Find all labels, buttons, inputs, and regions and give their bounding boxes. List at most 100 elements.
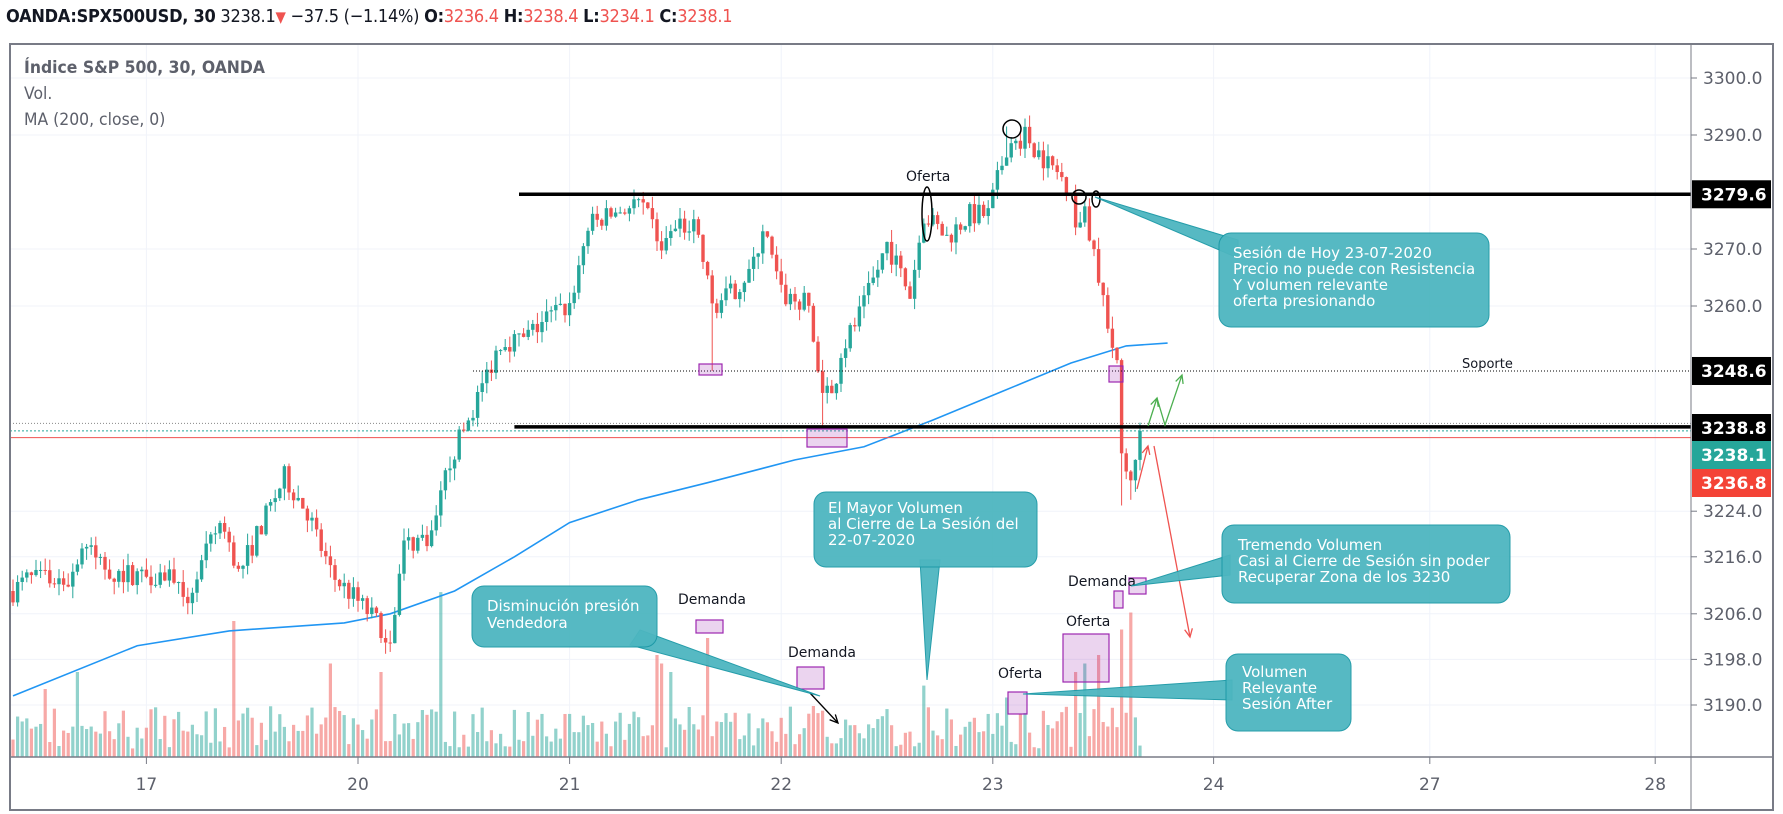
volume-bar [637, 717, 641, 757]
candle [531, 319, 535, 336]
volume-bar [572, 732, 576, 757]
candle-body [788, 293, 793, 305]
candle [333, 559, 337, 592]
candle-body [209, 534, 213, 544]
volume-bar [453, 711, 457, 757]
volume-bar [425, 714, 429, 757]
price-tick-label: 3216.0 [1703, 548, 1762, 568]
candle-body [830, 385, 834, 394]
volume-bar [379, 672, 383, 757]
volume-bar [862, 738, 866, 757]
candle [770, 235, 774, 259]
candle-body [503, 347, 507, 351]
zone-box [796, 666, 825, 690]
candle [839, 353, 843, 392]
candle-body [1046, 156, 1050, 169]
volume-bar [227, 747, 231, 757]
candle [917, 235, 921, 278]
candle [1129, 470, 1133, 500]
candle-body [820, 371, 825, 393]
label-oferta: Oferta [998, 666, 1042, 682]
candle [416, 534, 420, 554]
candle [981, 201, 986, 218]
volume-bar [558, 738, 562, 757]
volume-bar [936, 735, 940, 757]
candle [577, 255, 581, 300]
candle-body [517, 333, 521, 335]
candle-body [255, 526, 259, 556]
candle-body [1073, 193, 1078, 228]
candle-body [163, 572, 167, 581]
volume-bar [315, 733, 319, 757]
price-badge-label: 3238.8 [1701, 419, 1767, 439]
legend-volume[interactable]: Vol. [24, 84, 53, 104]
candle [1101, 282, 1105, 307]
volume-bar [922, 685, 926, 757]
volume-bar [154, 707, 158, 757]
candle [466, 417, 471, 432]
volume-bar [738, 739, 742, 757]
candle-body [1041, 150, 1046, 169]
candle-body [314, 517, 319, 530]
candle [609, 206, 613, 219]
candle-body [264, 505, 268, 535]
candle-body [876, 269, 880, 278]
candle [682, 210, 687, 240]
candle [52, 577, 57, 588]
candle-body [995, 170, 1000, 190]
candle-body [425, 534, 429, 547]
candle [1083, 200, 1087, 227]
volume-bar [719, 722, 723, 757]
candle-body [393, 614, 397, 644]
volume-bar [85, 729, 89, 757]
candle [370, 597, 374, 619]
candle [393, 607, 397, 644]
candle [549, 306, 553, 323]
volume-bar [770, 731, 774, 757]
candle [503, 339, 507, 352]
candle-body [457, 429, 461, 460]
volume-bar [287, 741, 291, 757]
volume-bar [890, 725, 894, 757]
candle-body [388, 642, 392, 644]
volume-bar [218, 741, 222, 757]
volume-bar [945, 708, 949, 757]
candle-body [784, 284, 788, 305]
candle [388, 630, 392, 652]
candle [57, 569, 61, 596]
volume-bar [692, 724, 696, 757]
candle-body [29, 572, 34, 576]
candle-body [172, 569, 176, 583]
candle-body [1064, 177, 1069, 193]
legend-ma[interactable]: MA (200, close, 0) [24, 110, 166, 130]
candle-body [144, 569, 149, 577]
candle-body [963, 226, 967, 230]
symbol-name[interactable]: OANDA:SPX500USD, 30 [6, 6, 216, 27]
candle-body [871, 277, 875, 283]
volume-bar [466, 746, 470, 757]
candle [728, 275, 733, 294]
candle-body [278, 488, 282, 499]
candle [1078, 211, 1082, 228]
candle [29, 571, 34, 584]
legend-title[interactable]: Índice S&P 500, 30, OANDA [24, 58, 265, 78]
candle [11, 579, 15, 607]
candle [889, 229, 894, 274]
volume-bar [508, 746, 512, 757]
candle-body [696, 219, 701, 235]
candle-body [420, 534, 425, 538]
volume-bar [393, 713, 397, 757]
volume-bar [278, 714, 282, 757]
candle [172, 557, 176, 585]
candle [572, 285, 576, 309]
candle [788, 288, 793, 311]
volume-bar [292, 724, 296, 757]
candle-body [756, 253, 760, 257]
candle-body [84, 546, 89, 549]
candle-body [567, 303, 572, 316]
candle [397, 564, 402, 617]
candle-body [1115, 347, 1119, 361]
candle-body [61, 578, 66, 585]
candle [866, 271, 871, 305]
